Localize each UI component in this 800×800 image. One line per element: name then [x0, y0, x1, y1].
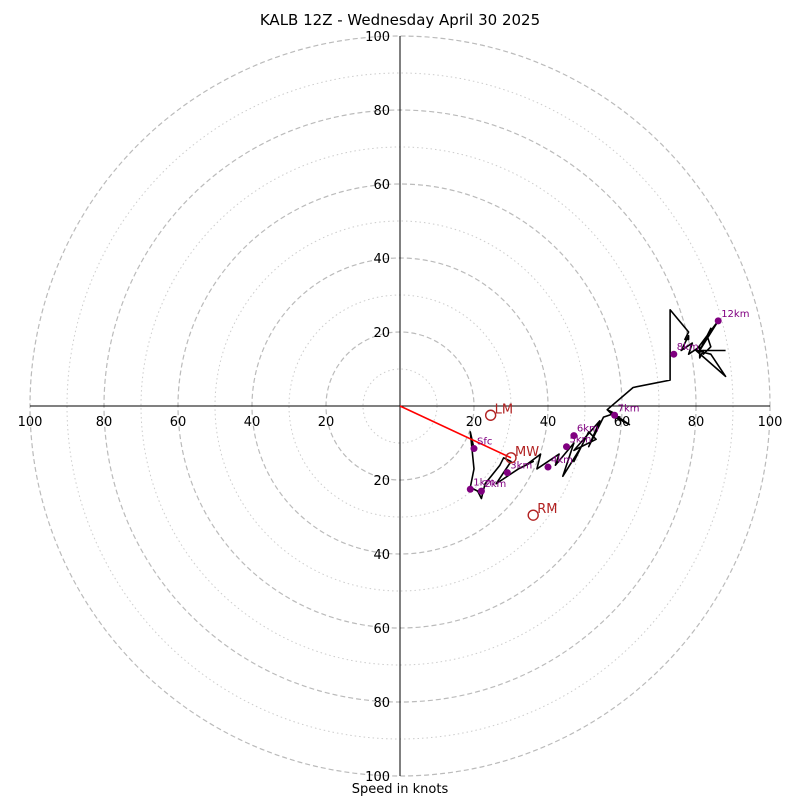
tick-left-40: 40 [244, 415, 261, 430]
tick-up-60: 60 [373, 178, 390, 193]
shear-vector-line [399, 405, 512, 459]
height-label-5km: 5km [570, 435, 592, 446]
height-point-7km [611, 411, 619, 419]
tick-right-20: 20 [466, 415, 483, 430]
tick-labels: 2020202040404040606060608080808010010010… [18, 30, 783, 785]
tick-right-100: 100 [758, 415, 783, 430]
storm-motion-marker-LM [484, 409, 497, 421]
height-label-Sfc: Sfc [477, 437, 492, 448]
storm-motion-label-LM: LM [495, 402, 513, 417]
storm-motion-marker-RM [527, 509, 539, 521]
tick-up-20: 20 [373, 326, 390, 341]
height-label-12km: 12km [721, 309, 749, 320]
height-point-6km [570, 432, 578, 440]
storm-motion-marker-MW [505, 452, 517, 464]
x-axis-label: Speed in knots [351, 782, 449, 797]
tick-up-80: 80 [373, 104, 390, 119]
height-label-4km: 4km [551, 455, 573, 466]
height-label-3km: 3km [510, 461, 532, 472]
tick-right-80: 80 [688, 415, 705, 430]
tick-left-80: 80 [96, 415, 113, 430]
storm-motion-markers: LM MW RM [484, 402, 557, 521]
height-label-2km: 2km [484, 479, 506, 490]
tick-down-80: 80 [373, 696, 390, 711]
chart-title: KALB 12Z - Wednesday April 30 2025 [259, 11, 541, 29]
height-point-3km [503, 469, 511, 477]
height-point-2km [477, 487, 485, 495]
tick-down-40: 40 [373, 548, 390, 563]
tick-down-100: 100 [365, 770, 390, 785]
height-label-7km: 7km [618, 403, 640, 414]
storm-motion-label-MW: MW [515, 445, 539, 460]
tick-down-20: 20 [373, 474, 390, 489]
height-point-Sfc [470, 445, 478, 453]
shear-vector [399, 405, 512, 459]
storm-motion-label-RM: RM [537, 502, 557, 517]
height-label-6km: 6km [577, 424, 599, 435]
height-point-8km [670, 350, 678, 358]
tick-left-20: 20 [318, 415, 335, 430]
tick-right-40: 40 [540, 415, 557, 430]
tick-left-100: 100 [18, 415, 43, 430]
height-point-5km [563, 443, 570, 451]
height-point-12km [714, 317, 722, 325]
tick-up-100: 100 [365, 30, 390, 45]
tick-down-60: 60 [373, 622, 390, 637]
height-point-4km [544, 463, 552, 471]
tick-up-40: 40 [373, 252, 390, 267]
height-label-1km: 1km [473, 477, 495, 488]
height-label-8km: 8km [677, 342, 699, 353]
height-point-1km [466, 485, 474, 493]
tick-left-60: 60 [170, 415, 187, 430]
